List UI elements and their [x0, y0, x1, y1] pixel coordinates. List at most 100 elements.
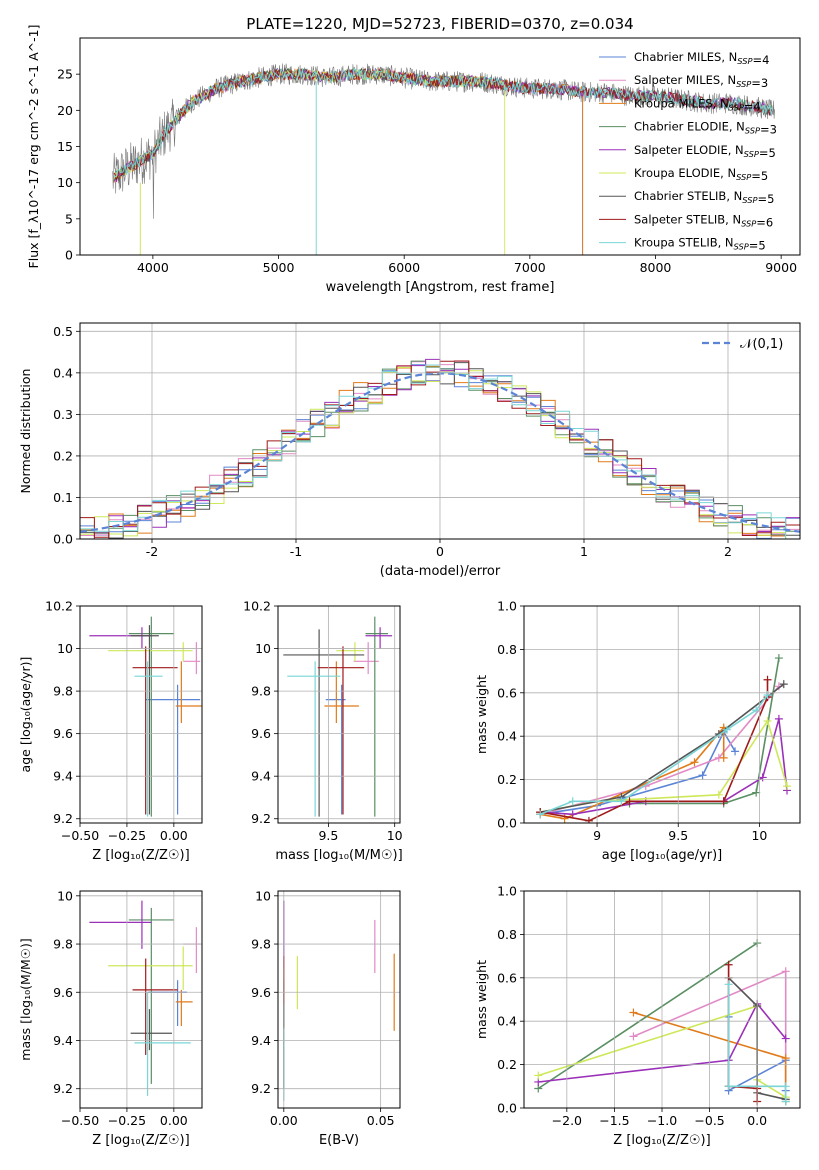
x-tick-label: 9.5	[668, 828, 688, 843]
x-axis-label: age [log₁₀(age/yr)]	[602, 848, 723, 863]
weight-marker	[534, 1071, 543, 1080]
y-tick-label: 9.4	[251, 769, 271, 784]
x-tick-label: 10	[387, 828, 403, 843]
y-tick-label: 0	[65, 248, 73, 263]
weight-marker	[774, 654, 783, 663]
weight-marker	[781, 1097, 790, 1106]
weight-marker	[724, 960, 733, 969]
y-tick-label: 0.0	[497, 816, 517, 831]
weight-marker	[629, 1008, 638, 1017]
y-tick-label: 0.2	[53, 448, 73, 463]
y-axis-label: age [log₁₀(age/yr)]	[18, 657, 33, 773]
y-tick-label: 9.2	[251, 1081, 271, 1096]
y-tick-label: 0.4	[497, 729, 517, 744]
weight-marker	[752, 788, 761, 797]
y-tick-label: 0.2	[497, 772, 517, 787]
model-line	[113, 68, 506, 255]
weight-marker	[781, 1082, 790, 1091]
x-tick-label: 5000	[263, 260, 295, 275]
model-line	[113, 68, 584, 255]
x-tick-label: −2.0	[552, 1113, 582, 1128]
x-tick-label: 2	[724, 544, 732, 559]
axes-frame	[79, 322, 801, 540]
weight-line	[540, 719, 788, 813]
y-tick-label: 9.2	[251, 811, 271, 826]
panel-age-vs-mass: 9.5 10 9.2 9.4 9.6 9.8 10 10.2 mass [log₁₀(M/M☉)…	[243, 599, 403, 864]
x-tick-label: -2	[146, 544, 158, 559]
y-tick-label: 15	[57, 139, 73, 154]
weight-marker	[731, 747, 740, 756]
weight-marker	[617, 797, 626, 806]
x-axis-label: Z [log₁₀(Z/Z☉)]	[92, 1133, 189, 1148]
panel-age-vs-Z: −0.50 −0.25 0.00 9.2 9.4 9.6 9.8 10 10.2 Z [log₁₀…	[18, 599, 203, 863]
x-axis-label: E(B-V)	[319, 1133, 359, 1148]
y-tick-label: 10.2	[45, 599, 73, 614]
plot-area	[536, 654, 792, 823]
x-tick-label: 9	[593, 828, 601, 843]
x-tick-label: 9.5	[318, 828, 338, 843]
weight-marker	[719, 797, 728, 806]
legend-label: Chabrier MILES, NSSP=4	[634, 50, 769, 67]
weight-marker	[568, 797, 577, 806]
x-tick-label: 0	[436, 544, 444, 559]
y-tick-label: 10	[255, 641, 271, 656]
y-tick-label: 25	[57, 67, 73, 82]
legend-label: 𝒩(0,1)	[740, 337, 783, 352]
x-axis-label: (data-model)/error	[380, 564, 501, 579]
axes-frame	[79, 890, 203, 1109]
legend-label: Chabrier STELIB, NSSP=5	[634, 189, 774, 206]
weight-marker	[724, 980, 733, 989]
axes-frame	[523, 605, 801, 824]
weight-marker	[719, 753, 728, 762]
weight-marker	[763, 690, 772, 699]
y-tick-label: 0.0	[53, 532, 73, 547]
x-tick-label: −1.0	[647, 1113, 677, 1128]
plot-area	[112, 63, 775, 255]
x-tick-label: 9000	[765, 260, 797, 275]
model-line	[113, 67, 584, 255]
weight-line	[539, 694, 769, 816]
x-tick-label: 8000	[640, 260, 672, 275]
y-tick-label: 9.8	[251, 684, 271, 699]
weight-marker	[781, 1054, 790, 1063]
y-tick-label: 0.6	[497, 970, 517, 985]
y-tick-label: 0.3	[53, 407, 73, 422]
weight-marker	[781, 967, 790, 976]
weight-marker	[690, 758, 699, 767]
y-tick-label: 10	[57, 175, 73, 190]
y-tick-label: 0.0	[497, 1101, 517, 1116]
y-tick-label: 9.8	[53, 684, 73, 699]
y-tick-label: 9.6	[251, 726, 271, 741]
weight-marker	[758, 773, 767, 782]
x-tick-label: −1.5	[599, 1113, 629, 1128]
weight-marker	[629, 1032, 638, 1041]
plot-area	[89, 900, 201, 1096]
axes-frame	[523, 890, 801, 1109]
legend-label: Salpeter STELIB, NSSP=6	[634, 212, 773, 229]
x-tick-label: −0.25	[108, 828, 146, 843]
x-tick-label: 0.00	[160, 828, 188, 843]
x-tick-label: 7000	[514, 260, 546, 275]
weight-marker	[779, 680, 788, 689]
y-tick-label: 1.0	[497, 884, 517, 899]
y-tick-label: 9.8	[53, 937, 73, 952]
y-axis-label: Normed distribution	[18, 369, 33, 494]
y-tick-label: 9.6	[251, 985, 271, 1000]
weight-marker	[584, 816, 593, 823]
y-tick-label: 10.2	[243, 599, 271, 614]
weight-marker	[763, 717, 772, 726]
weight-marker	[783, 782, 792, 791]
y-tick-label: 9.4	[53, 769, 73, 784]
y-tick-label: 5	[65, 211, 73, 226]
panel-mass-vs-Z: −0.50 −0.25 0.00 9.2 9.4 9.6 9.8 10 Z [log₁₀(Z/Z…	[18, 888, 203, 1148]
y-tick-label: 9.2	[53, 1081, 73, 1096]
model-line	[113, 67, 773, 178]
weight-marker	[752, 706, 761, 715]
y-tick-label: 9.4	[251, 1033, 271, 1048]
x-tick-label: 0.00	[270, 1113, 298, 1128]
y-tick-label: 0.5	[53, 324, 73, 339]
y-tick-label: 0.8	[497, 927, 517, 942]
plot-area	[89, 616, 202, 817]
weight-marker	[714, 790, 723, 799]
y-tick-label: 9.4	[53, 1033, 73, 1048]
